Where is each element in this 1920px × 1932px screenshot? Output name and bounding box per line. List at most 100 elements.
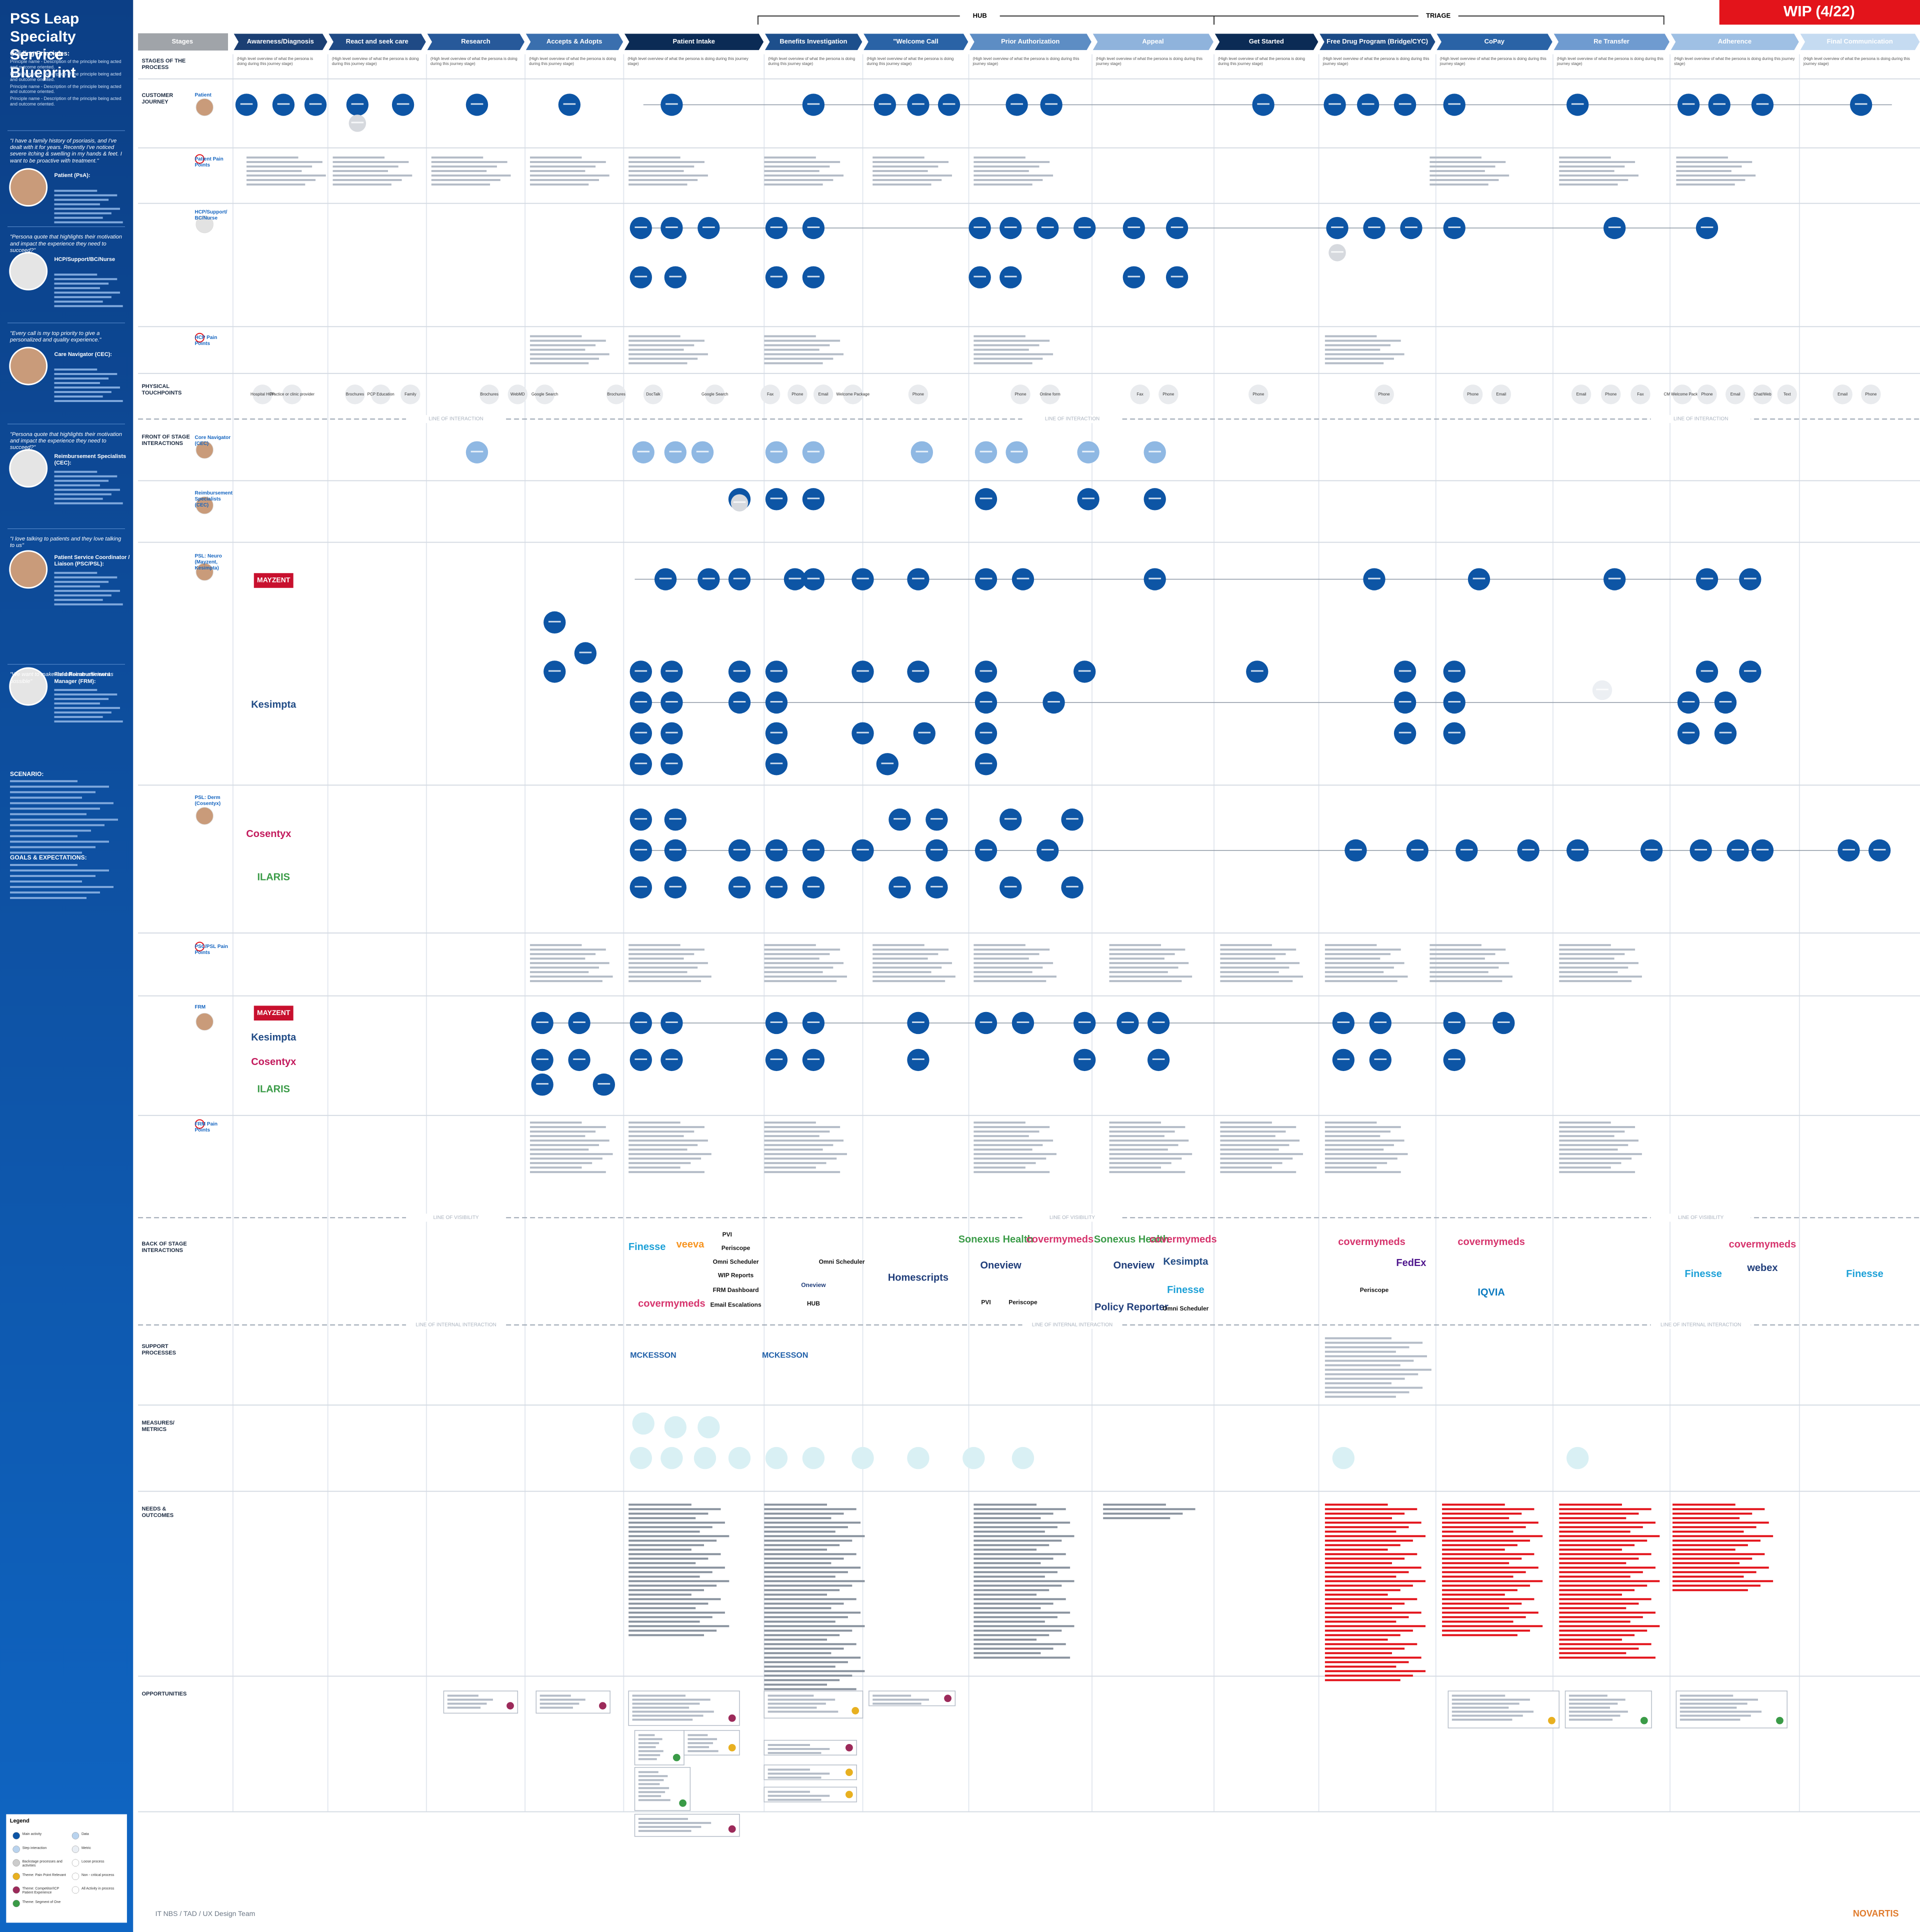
- node-text: [702, 226, 715, 228]
- line-label-bg: [1650, 1320, 1751, 1329]
- text-line: [332, 179, 402, 182]
- text-line: [1559, 1504, 1622, 1506]
- text-line: [1324, 1576, 1396, 1578]
- line-label-bg: [406, 1320, 506, 1329]
- text-line: [530, 184, 589, 186]
- node-text: [1148, 450, 1162, 452]
- text-line: [764, 1648, 844, 1650]
- text-line: [54, 484, 100, 486]
- touchpoint-label: Brochures: [346, 392, 364, 396]
- text-line: [530, 971, 589, 974]
- text-line: [764, 1607, 832, 1610]
- brand-badge: [254, 573, 294, 588]
- text-line: [1452, 1694, 1506, 1697]
- text-line: [1559, 166, 1625, 168]
- text-line: [1220, 966, 1290, 969]
- text-line: [764, 966, 834, 969]
- tool-logo: WIP Reports: [718, 1272, 754, 1278]
- text-line: [628, 344, 694, 346]
- line-label: LINE OF VISIBILITY: [433, 1215, 478, 1220]
- text-line: [530, 1171, 606, 1174]
- text-line: [54, 502, 123, 504]
- text-line: [1442, 1571, 1526, 1574]
- text-line: [764, 1535, 865, 1538]
- text-line: [974, 1612, 1070, 1614]
- text-line: [638, 1779, 664, 1782]
- text-line: [628, 170, 684, 172]
- text-line: [54, 391, 112, 394]
- text-line: [764, 1584, 852, 1587]
- node-text: [309, 103, 322, 105]
- touchpoint: [1130, 384, 1150, 404]
- text-line: [431, 166, 497, 168]
- text-line: [628, 1504, 692, 1506]
- text-line: [628, 184, 688, 186]
- text-line: [764, 1580, 865, 1582]
- persona-name: Patient Service Coordinator / Liaison (P…: [54, 554, 130, 568]
- touchpoint-label: CM Welcome Packet: [1664, 392, 1701, 396]
- text-line: [1559, 1620, 1630, 1623]
- touchpoint-label: Google Search: [532, 392, 558, 396]
- text-line: [628, 1580, 730, 1582]
- text-line: [1324, 1378, 1405, 1380]
- text-line: [1324, 944, 1377, 946]
- text-line: [1324, 1648, 1405, 1650]
- text-line: [1324, 358, 1394, 360]
- text-line: [764, 1544, 840, 1546]
- tool-logo: Periscope: [722, 1244, 750, 1252]
- text-line: [530, 348, 586, 351]
- text-line: [1324, 958, 1380, 960]
- stage-description: (High level overview of what the persona…: [1218, 56, 1305, 66]
- text-line: [1672, 1580, 1774, 1582]
- text-line: [632, 1698, 710, 1701]
- text-line: [628, 335, 680, 338]
- stage-name: "Welcome Call: [893, 38, 938, 45]
- text-line: [974, 1584, 1062, 1587]
- node-text: [1016, 1021, 1030, 1023]
- touchpoint: [1861, 384, 1881, 404]
- text-line: [1324, 335, 1377, 338]
- legend-item: Theme: Competitor/ICP Patient Experience: [22, 1886, 60, 1895]
- text-line: [54, 212, 112, 214]
- text-line: [1220, 1135, 1276, 1138]
- line-label-bg: [406, 415, 506, 424]
- text-line: [1559, 170, 1614, 172]
- text-line: [764, 1512, 844, 1515]
- text-line: [54, 292, 120, 294]
- text-line: [54, 278, 118, 280]
- text-line: [1324, 1566, 1422, 1569]
- theme-marker: [728, 1825, 736, 1833]
- text-line: [974, 948, 1050, 951]
- touchpoint-label: Email: [818, 392, 828, 396]
- text-line: [1324, 353, 1404, 356]
- text-line: [1559, 1548, 1622, 1551]
- principle: Principle name - Description of the prin…: [10, 59, 122, 70]
- text-line: [628, 1135, 684, 1138]
- text-line: [1559, 1562, 1626, 1564]
- text-line: [628, 1126, 704, 1128]
- node-text: [930, 848, 943, 850]
- text-line: [1568, 1706, 1610, 1709]
- touchpoint-label: Fax: [1637, 392, 1644, 396]
- text-line: [1324, 1571, 1409, 1574]
- text-line: [1324, 1620, 1396, 1623]
- node-text: [634, 732, 648, 734]
- node-text: [666, 226, 678, 228]
- text-line: [974, 1512, 1054, 1515]
- node-text: [770, 498, 783, 500]
- tool-logo: Oneview: [1114, 1260, 1155, 1271]
- node-text: [1048, 701, 1060, 703]
- text-line: [1324, 1386, 1423, 1389]
- text-line: [628, 1530, 700, 1533]
- text-line: [1324, 1153, 1408, 1156]
- node-text: [1066, 886, 1078, 888]
- touchpoint-label: Practice or clinic provider: [270, 392, 315, 396]
- metric: [630, 1446, 652, 1470]
- text-line: [768, 1698, 836, 1701]
- text-line: [1559, 1171, 1636, 1174]
- text-line: [872, 174, 952, 177]
- opportunity-card: [1676, 1690, 1788, 1728]
- text-line: [1324, 980, 1398, 982]
- node-text: [980, 1021, 992, 1023]
